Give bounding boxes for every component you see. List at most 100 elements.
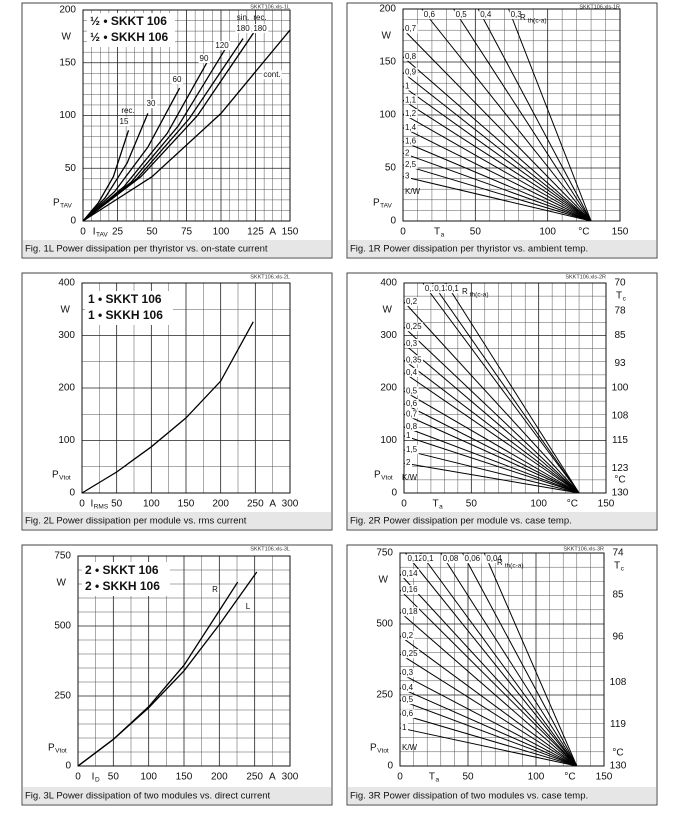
y-axis-label-sub: Vtot — [55, 748, 67, 755]
label-background — [404, 95, 418, 105]
label-background — [422, 10, 437, 20]
rth-line — [508, 8, 592, 222]
rth-line — [399, 713, 577, 767]
series-label: 0,6 — [406, 399, 418, 408]
label-background — [401, 569, 420, 579]
label-background — [454, 10, 469, 20]
x-axis-unit: A — [269, 499, 276, 510]
y-tick-label: 750 — [54, 551, 71, 562]
file-tag: SKKT106.xls-1R — [579, 4, 620, 10]
series-label: 1,4 — [405, 123, 417, 132]
y-axis-label: P TAV — [53, 198, 73, 210]
legend-line: 1 • SKKT 106 — [88, 292, 162, 306]
rth-unit: K/W — [402, 473, 418, 482]
figure-caption: Fig. 1L Power dissipation per thyristor … — [25, 244, 268, 255]
label-background — [446, 284, 461, 294]
legend-line: ½ • SKKT 106 — [90, 14, 167, 28]
y-axis-unit: W — [382, 31, 392, 42]
x-axis-unit: °C — [564, 772, 575, 783]
y-tick-label: 100 — [59, 110, 76, 121]
y-axis-label-main: P — [374, 470, 381, 481]
y-tick-label: 500 — [376, 619, 393, 630]
x-tick-label: 100 — [539, 227, 556, 238]
rth-line — [403, 426, 580, 494]
legend-box — [82, 562, 170, 596]
x-tick-label: 0 — [401, 499, 407, 510]
y2-axis-label-main: T — [616, 291, 622, 302]
caption-bar — [23, 240, 331, 257]
series-label: 120 — [215, 41, 229, 50]
rth-line — [399, 672, 578, 767]
x-tick-label: 300 — [282, 499, 299, 510]
rth-line — [403, 462, 580, 494]
rth-label-sub: th(c-a) — [528, 18, 547, 25]
x-tick-label: 250 — [247, 499, 264, 510]
rth-line — [405, 552, 578, 767]
x-axis-unit: A — [269, 772, 276, 783]
x-axis-label-sub: a — [435, 777, 439, 784]
y-axis-unit: W — [383, 305, 393, 316]
rth-line — [403, 343, 580, 494]
label-background — [235, 24, 252, 34]
series-label: 1,5 — [406, 445, 418, 454]
rth-line — [403, 413, 580, 494]
y-tick-label: 200 — [59, 5, 76, 16]
rth-line — [399, 699, 577, 767]
y-tick-label: 0 — [65, 761, 71, 772]
y2-tick-label: 123 — [612, 463, 629, 474]
series-label: 0,6 — [402, 709, 414, 718]
rth-line — [431, 282, 580, 494]
series-label: 1 — [402, 723, 407, 732]
y-axis-label: P TAV — [373, 198, 393, 210]
label-background — [433, 284, 452, 294]
x-tick-label: 100 — [213, 227, 230, 238]
series-label: 0,4 — [406, 368, 418, 377]
series-label: 3 — [405, 172, 410, 181]
rth-line — [399, 573, 578, 767]
series-label: 2 — [406, 458, 411, 467]
rth-line — [402, 56, 592, 222]
series-label: R — [212, 585, 218, 594]
x-tick-label: 0 — [75, 772, 81, 783]
y2-axis-label-sub: c — [621, 566, 625, 573]
x-tick-label: 200 — [212, 499, 229, 510]
x-axis-label-sub: TAV — [96, 232, 108, 239]
y-axis-label: P Vtot — [374, 470, 393, 482]
label-background — [401, 683, 415, 693]
x-axis-label: I TAV — [93, 227, 109, 239]
label-background — [262, 70, 282, 80]
series-label: 0,4 — [402, 683, 414, 692]
x-axis-label-main: I — [92, 772, 95, 783]
series-label: 0,6 — [424, 10, 436, 19]
rth-line — [403, 372, 580, 494]
series-label: 15 — [120, 117, 129, 126]
file-tag: SKKT106.xls-3L — [250, 546, 290, 552]
x-tick-label: 150 — [612, 227, 629, 238]
x-tick-label: 50 — [111, 499, 123, 510]
y-axis-unit: W — [379, 575, 389, 586]
rth-line — [403, 301, 580, 494]
rth-line — [402, 127, 592, 222]
x-tick-label: 150 — [176, 772, 193, 783]
caption-bar — [348, 787, 656, 804]
power-curve — [82, 130, 130, 222]
series-label: 0,04 — [486, 554, 502, 563]
y-tick-label: 500 — [54, 621, 71, 632]
x-axis-label-main: I — [93, 227, 96, 238]
series-label: 0,3 — [406, 339, 418, 348]
label-background — [405, 297, 419, 307]
series-label: 0,7 — [405, 24, 417, 33]
y2-tick-label: 70 — [614, 278, 626, 289]
series-label: 0,3 — [402, 668, 414, 677]
file-tag: SKKT106.xls-1L — [250, 4, 290, 10]
rth-line — [403, 359, 580, 494]
x-axis-label-sub: D — [95, 777, 100, 784]
series-label: 0,5 — [456, 10, 468, 19]
y2-tick-label: 130 — [610, 761, 627, 772]
y-tick-label: 200 — [380, 383, 397, 394]
x-tick-label: 25 — [112, 227, 124, 238]
